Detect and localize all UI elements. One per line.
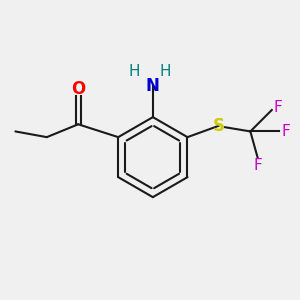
Text: S: S (213, 117, 225, 135)
Text: H: H (160, 64, 172, 79)
Text: H: H (128, 64, 140, 79)
Text: F: F (273, 100, 282, 115)
Text: N: N (146, 77, 160, 95)
Text: F: F (282, 124, 290, 139)
Text: O: O (71, 80, 85, 98)
Text: F: F (253, 158, 262, 173)
